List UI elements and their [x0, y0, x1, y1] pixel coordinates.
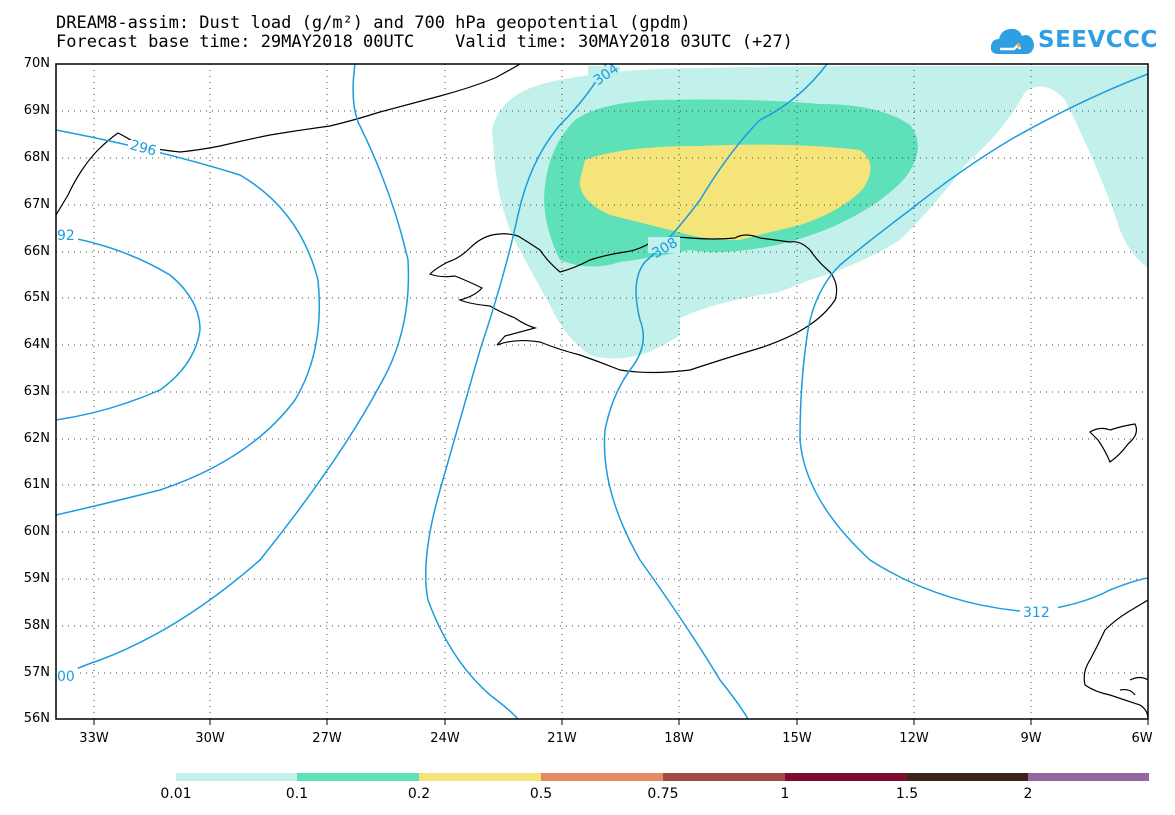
lon-label-6w: 6W — [1131, 731, 1153, 746]
cloud-icon — [990, 28, 1034, 54]
colorbar-swatch-5 — [785, 773, 907, 781]
seevccc-logo: SEEVCCC — [990, 24, 1157, 58]
lon-label-30w: 30W — [195, 731, 225, 746]
contour-label-292: 92 — [57, 228, 75, 244]
contour-label-300: 00 — [57, 669, 75, 685]
lon-label-15w: 15W — [782, 731, 812, 746]
colorbar — [176, 773, 1149, 781]
dust-area-high — [579, 144, 871, 240]
colorbar-label-0.2: 0.2 — [407, 786, 431, 802]
grid-lines — [56, 64, 1148, 719]
lon-label-12w: 12W — [899, 731, 929, 746]
greenland-coast — [56, 64, 521, 216]
lat-label-56n: 56N — [23, 711, 50, 726]
lat-label-57n: 57N — [23, 665, 50, 680]
contour-304 — [424, 64, 607, 719]
lon-label-27w: 27W — [312, 731, 342, 746]
scotland-coast — [1083, 599, 1148, 719]
contour-296 — [56, 129, 321, 516]
iceland-coast — [428, 233, 838, 374]
lat-label-60n: 60N — [23, 524, 50, 539]
lon-label-21w: 21W — [547, 731, 577, 746]
colorbar-label-0.75: 0.75 — [647, 786, 679, 802]
contour-label-312: 312 — [1023, 605, 1050, 621]
lat-label-67n: 67N — [23, 197, 50, 212]
colorbar-swatch-4 — [663, 773, 785, 781]
lat-label-68n: 68N — [23, 150, 50, 165]
lat-label-70n: 70N — [23, 56, 50, 71]
contour-292 — [56, 234, 201, 421]
lat-label-58n: 58N — [23, 618, 50, 633]
colorbar-label-0.01: 0.01 — [160, 786, 192, 802]
contour-300 — [56, 64, 410, 681]
lat-label-61n: 61N — [23, 477, 50, 492]
colorbar-swatch-0 — [176, 773, 297, 781]
lon-label-24w: 24W — [430, 731, 460, 746]
faroe-islands — [1089, 423, 1138, 463]
map-frame — [55, 63, 1149, 720]
contour-label-296: 296 — [128, 137, 158, 159]
contour-308 — [603, 64, 828, 719]
geopotential-contours — [56, 64, 1148, 719]
map-subtitle-times: Forecast base time: 29MAY2018 00UTC Vali… — [56, 32, 793, 52]
colorbar-label-2: 2 — [1023, 786, 1033, 802]
logo-text: SEEVCCC — [1038, 27, 1158, 53]
colorbar-swatch-3 — [541, 773, 663, 781]
lat-label-62n: 62N — [23, 431, 50, 446]
lat-label-69n: 69N — [23, 103, 50, 118]
colorbar-label-1.5: 1.5 — [895, 786, 919, 802]
colorbar-swatch-6 — [907, 773, 1028, 781]
lat-label-64n: 64N — [23, 337, 50, 352]
colorbar-swatch-1 — [297, 773, 419, 781]
colorbar-swatch-2 — [419, 773, 541, 781]
lat-label-66n: 66N — [23, 244, 50, 259]
lat-label-65n: 65N — [23, 290, 50, 305]
lon-label-9w: 9W — [1020, 731, 1042, 746]
map-title: DREAM8-assim: Dust load (g/m²) and 700 h… — [56, 13, 691, 33]
lat-label-63n: 63N — [23, 384, 50, 399]
lat-label-59n: 59N — [23, 571, 50, 586]
lon-label-33w: 33W — [79, 731, 109, 746]
lon-label-18w: 18W — [664, 731, 694, 746]
colorbar-label-0.1: 0.1 — [285, 786, 309, 802]
coastlines — [56, 64, 1148, 719]
colorbar-label-1: 1 — [780, 786, 790, 802]
colorbar-label-0.5: 0.5 — [529, 786, 553, 802]
colorbar-swatch-7 — [1028, 773, 1149, 781]
